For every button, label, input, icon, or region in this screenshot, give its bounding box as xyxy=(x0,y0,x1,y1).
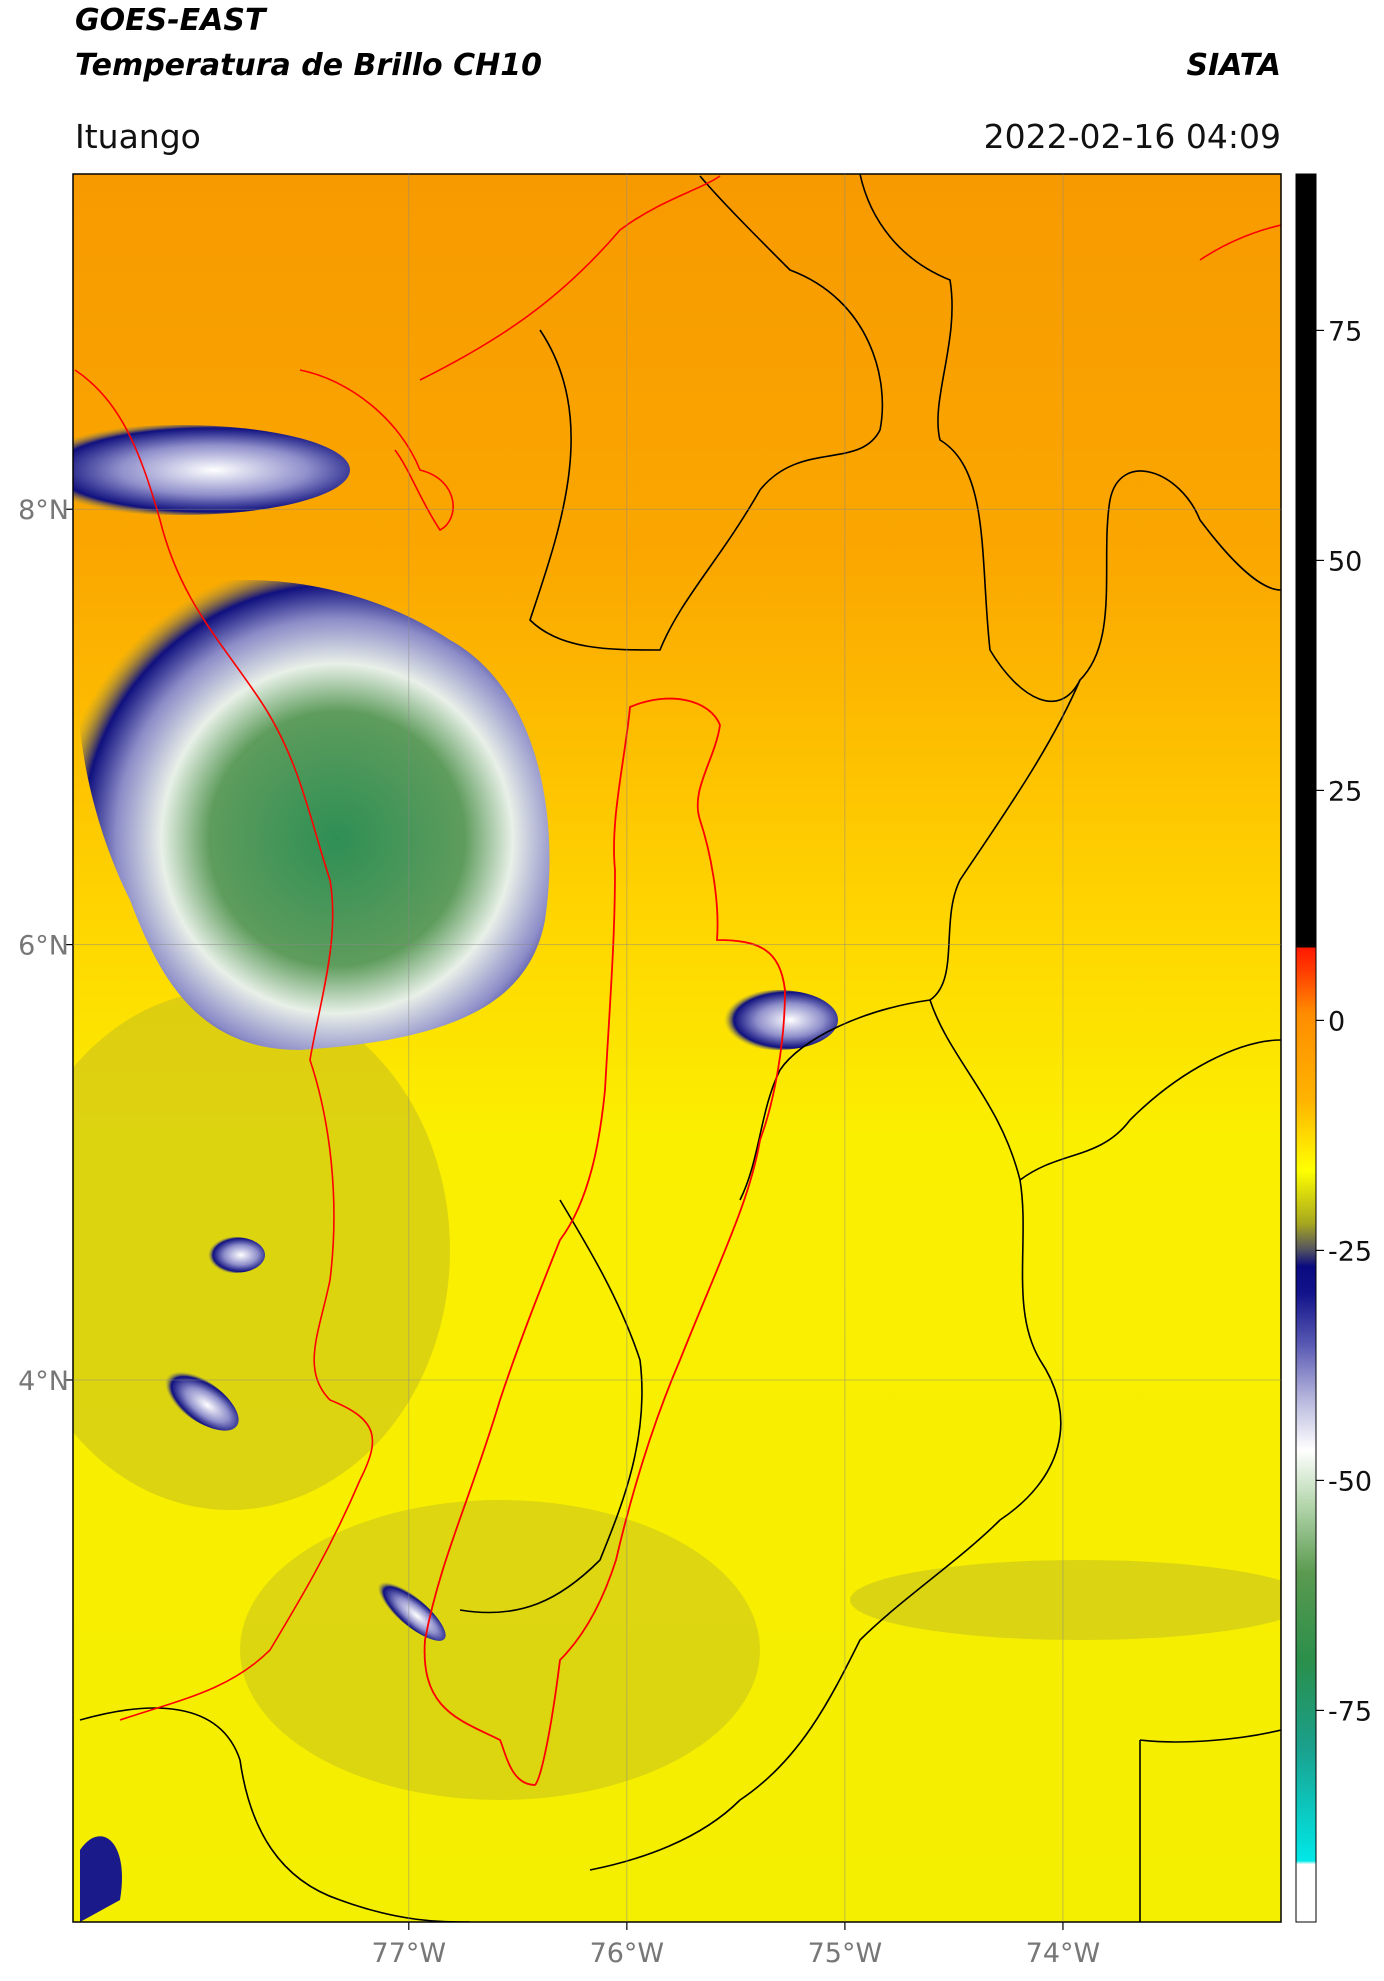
x-tick-label: 76°W xyxy=(590,1938,665,1969)
x-tick-label: 75°W xyxy=(808,1938,883,1969)
cloud xyxy=(161,1369,239,1431)
cloud xyxy=(205,1237,265,1273)
colorbar-tick-label: 75 xyxy=(1328,316,1362,347)
colorbar-tick-label: -25 xyxy=(1328,1236,1372,1267)
cloud xyxy=(73,425,350,515)
basin-outline xyxy=(423,697,786,1786)
haze xyxy=(850,1560,1281,1640)
coastline xyxy=(1199,224,1281,261)
cloud xyxy=(718,990,838,1050)
y-tick-label: 6°N xyxy=(18,931,69,962)
colorbar-tick-label: 0 xyxy=(1328,1006,1345,1037)
title: GOES-EAST xyxy=(75,3,268,38)
colorbar xyxy=(1295,173,1317,1923)
y-tick-label: 8°N xyxy=(18,495,69,526)
datetime: 2022-02-16 04:09 xyxy=(984,117,1281,156)
map-field xyxy=(73,174,1281,1922)
coastline xyxy=(74,369,374,1721)
subtitle: Temperatura de Brillo CH10 xyxy=(75,48,542,83)
source: SIATA xyxy=(1187,48,1281,83)
coastline xyxy=(299,369,454,532)
y-tick-label: 4°N xyxy=(18,1366,69,1397)
colorbar-tick-label: 25 xyxy=(1328,776,1362,807)
haze xyxy=(240,1500,760,1800)
colorbar-tick-label: -75 xyxy=(1328,1696,1372,1727)
map-frame xyxy=(72,173,1282,1923)
x-tick-label: 74°W xyxy=(1026,1938,1101,1969)
colorbar-tick-label: -50 xyxy=(1328,1466,1372,1497)
cloud xyxy=(77,580,550,1050)
location: Ituango xyxy=(75,117,201,156)
coastline xyxy=(419,175,721,381)
cloud xyxy=(80,1836,122,1922)
x-tick-label: 77°W xyxy=(372,1938,447,1969)
colorbar-tick-label: 50 xyxy=(1328,546,1362,577)
borders xyxy=(79,174,1281,1922)
